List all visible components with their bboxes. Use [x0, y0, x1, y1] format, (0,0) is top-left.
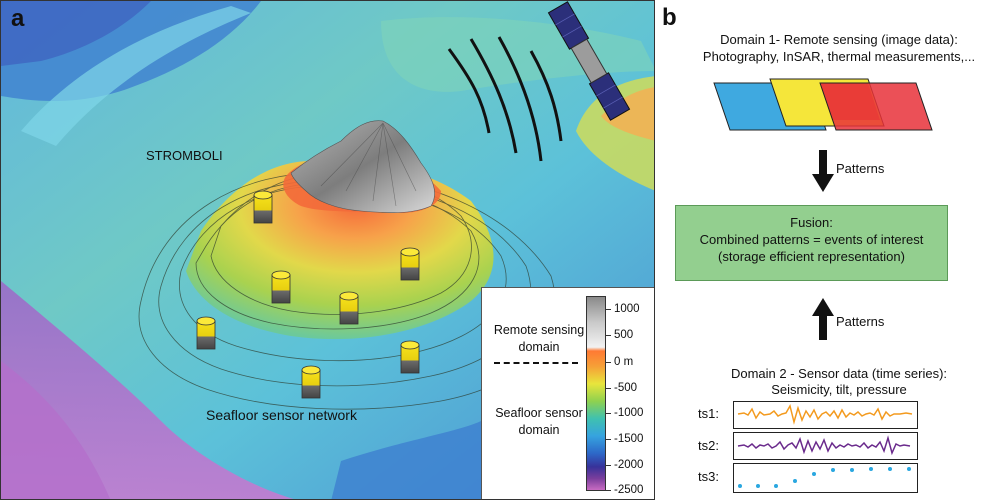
ts1-label: ts1:	[698, 406, 719, 421]
sensor-icon	[400, 340, 420, 374]
fusion-note: (storage efficient representation)	[718, 249, 905, 264]
arrow-down-icon	[812, 150, 834, 192]
domain2-subtitle: Seismicity, tilt, pressure	[771, 382, 907, 397]
fusion-title: Fusion:	[790, 215, 833, 230]
seafloor-sensors	[196, 190, 420, 399]
bathymetry-map	[1, 1, 654, 499]
colorbar-tick	[606, 335, 611, 336]
ts2-label: ts2:	[698, 438, 719, 453]
colorbar-tick-label: -2000	[614, 459, 644, 471]
colorbar-tick-label: -1500	[614, 433, 644, 445]
patterns-label-bottom: Patterns	[836, 314, 885, 329]
colorbar-tick	[606, 465, 611, 466]
satellite-icon	[547, 1, 631, 121]
sensor-icon	[339, 291, 359, 325]
ts1-plot	[733, 401, 918, 429]
image-layer-red	[819, 82, 933, 131]
panel-letter-a: a	[11, 5, 25, 32]
colorbar-tick	[606, 439, 611, 440]
colorbar-tick	[606, 490, 611, 491]
ts1-signal	[737, 404, 913, 425]
image-layers	[713, 78, 933, 131]
seafloor-domain-label: Seafloor sensor domain	[495, 406, 583, 437]
fusion-description: Combined patterns = events of interest	[699, 232, 924, 247]
sea-level-dash	[494, 362, 578, 364]
signal-arcs	[447, 36, 563, 162]
colorbar-tick	[606, 413, 611, 414]
depth-colorbar	[586, 296, 606, 491]
fusion-box: Fusion: Combined patterns = events of in…	[675, 205, 948, 281]
sensor-icon	[271, 270, 291, 304]
domain1-subtitle: Photography, InSAR, thermal measurements…	[702, 49, 976, 64]
colorbar-tick	[606, 388, 611, 389]
domain1-title: Domain 1- Remote sensing (image data):	[720, 32, 958, 47]
colorbar-tick	[606, 309, 611, 310]
ts3-points	[738, 467, 911, 488]
volcano-label: STROMBOLI	[146, 148, 223, 163]
sensor-icon	[196, 316, 216, 350]
sensor-icon	[400, 247, 420, 281]
domain2-title: Domain 2 - Sensor data (time series):	[730, 366, 948, 381]
ts2-plot	[733, 432, 918, 460]
sensor-icon	[301, 365, 321, 399]
arrow-up-icon	[812, 298, 834, 340]
depth-legend: Remote sensing domain Seafloor sensor do…	[481, 287, 654, 499]
colorbar-tick	[606, 362, 611, 363]
remote-domain-label: Remote sensing domain	[493, 323, 585, 354]
patterns-label-top: Patterns	[836, 161, 885, 176]
colorbar-tick-label: -1000	[614, 407, 644, 419]
colorbar-tick-label: 1000	[614, 303, 640, 315]
colorbar-tick-label: -500	[614, 382, 638, 394]
ts3-plot	[733, 463, 918, 493]
sensor-icon	[253, 190, 273, 224]
bathymetry-panel: a STROMBOLI Seafloor sensor network Remo…	[0, 0, 655, 500]
panel-letter-b: b	[662, 4, 677, 31]
ts3-label: ts3:	[698, 469, 719, 484]
colorbar-tick-label: 500	[614, 329, 634, 341]
colorbar-tick-label: -2500	[614, 484, 644, 496]
colorbar-tick-label: 0 m	[614, 356, 634, 368]
ts2-signal	[737, 435, 911, 456]
sensor-network-label: Seafloor sensor network	[206, 407, 357, 423]
